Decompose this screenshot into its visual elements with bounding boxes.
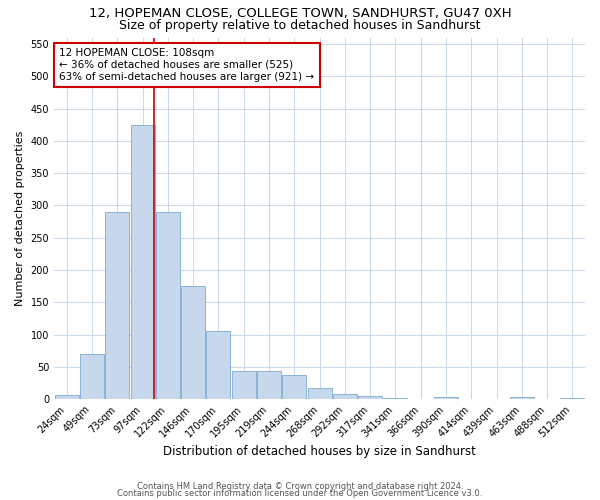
Bar bbox=[358, 396, 382, 399]
Text: 12 HOPEMAN CLOSE: 108sqm
← 36% of detached houses are smaller (525)
63% of semi-: 12 HOPEMAN CLOSE: 108sqm ← 36% of detach… bbox=[59, 48, 314, 82]
Bar bbox=[434, 397, 458, 399]
X-axis label: Distribution of detached houses by size in Sandhurst: Distribution of detached houses by size … bbox=[163, 444, 476, 458]
Bar bbox=[131, 124, 155, 399]
Text: Size of property relative to detached houses in Sandhurst: Size of property relative to detached ho… bbox=[119, 19, 481, 32]
Bar bbox=[181, 286, 205, 399]
Bar bbox=[282, 374, 306, 399]
Bar bbox=[308, 388, 332, 399]
Text: Contains public sector information licensed under the Open Government Licence v3: Contains public sector information licen… bbox=[118, 489, 482, 498]
Bar bbox=[560, 398, 584, 399]
Bar bbox=[510, 397, 534, 399]
Bar bbox=[459, 398, 483, 399]
Text: 12, HOPEMAN CLOSE, COLLEGE TOWN, SANDHURST, GU47 0XH: 12, HOPEMAN CLOSE, COLLEGE TOWN, SANDHUR… bbox=[89, 8, 511, 20]
Bar bbox=[383, 398, 407, 399]
Bar bbox=[535, 398, 559, 399]
Text: Contains HM Land Registry data © Crown copyright and database right 2024.: Contains HM Land Registry data © Crown c… bbox=[137, 482, 463, 491]
Bar bbox=[409, 398, 433, 399]
Bar bbox=[80, 354, 104, 399]
Bar bbox=[333, 394, 357, 399]
Bar bbox=[55, 394, 79, 399]
Bar bbox=[484, 398, 509, 399]
Bar bbox=[206, 332, 230, 399]
Bar bbox=[257, 372, 281, 399]
Bar bbox=[156, 212, 180, 399]
Bar bbox=[105, 212, 129, 399]
Y-axis label: Number of detached properties: Number of detached properties bbox=[15, 130, 25, 306]
Bar bbox=[232, 372, 256, 399]
